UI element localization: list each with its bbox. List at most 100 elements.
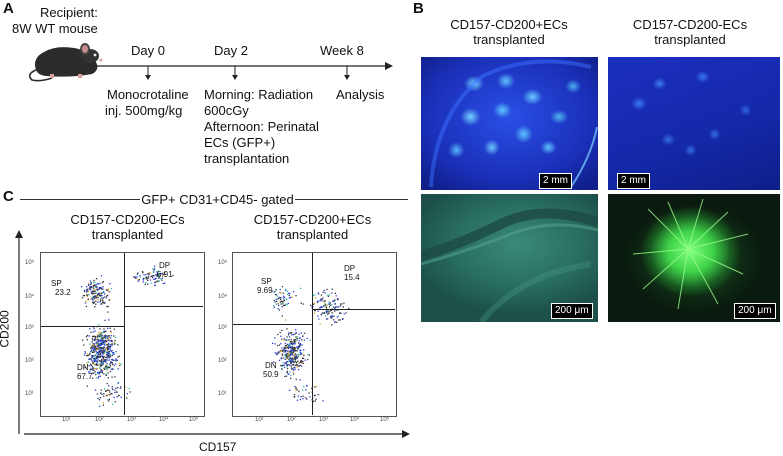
flow-dot (153, 268, 156, 270)
flow-dot (294, 333, 296, 335)
flow-dot (283, 351, 285, 353)
flow-dot (286, 367, 289, 370)
flow-dot (93, 288, 95, 290)
flow-dot (106, 367, 108, 369)
flow-dot (108, 366, 110, 369)
flow-dot (321, 306, 323, 308)
flow-dot (101, 340, 103, 342)
flow-dot (92, 284, 95, 286)
flow-dot (100, 338, 102, 341)
flow-dot (94, 284, 96, 286)
gate-title-rule-right (295, 199, 408, 200)
flow-dot (93, 372, 95, 374)
flow-dot (294, 357, 296, 359)
plot1-line2: transplanted (91, 227, 164, 242)
flow-dot (286, 290, 288, 292)
flow-dot (293, 369, 295, 371)
flow-dot (111, 368, 114, 370)
flow-dot (299, 343, 301, 345)
flow-dot (295, 329, 297, 331)
flow-dot (290, 346, 292, 348)
flow-dot (91, 356, 93, 358)
flow-dot (299, 364, 301, 367)
flow-dot (104, 319, 106, 321)
flow-dot (296, 339, 298, 341)
flow-dot (103, 395, 105, 397)
flow-dot (290, 374, 292, 377)
flow-dot (98, 371, 100, 373)
flow-dot (287, 302, 289, 304)
flow-dot (90, 282, 92, 284)
flow-dot (328, 294, 330, 296)
flow-dot (108, 339, 110, 341)
flow-dot (107, 347, 109, 349)
flow-dot (115, 336, 117, 338)
flow-dot (292, 373, 295, 375)
flow-dot (334, 306, 336, 309)
flow-dot (98, 375, 100, 378)
flow-dot (156, 272, 158, 274)
flow-dot (106, 351, 108, 353)
flow-dot (93, 296, 95, 298)
flow-dot (136, 276, 138, 278)
flow-dot (96, 393, 99, 395)
flow-dot (99, 367, 101, 369)
flow-dot (284, 342, 287, 344)
flow-dot (103, 360, 106, 362)
flow-dot (100, 292, 103, 294)
flow-dot (110, 350, 113, 352)
flow-dot (151, 275, 153, 277)
flow-dot (295, 364, 298, 366)
flow-dot (289, 371, 291, 373)
flow-dot (324, 303, 326, 305)
flow-dot (99, 352, 101, 354)
flow-dot (103, 302, 105, 304)
flow-dot (304, 397, 307, 399)
flow-dot (273, 306, 275, 308)
flow-dot (97, 377, 99, 379)
flow-dot (104, 388, 106, 390)
flow-dot (116, 391, 118, 393)
flow-dot (291, 358, 293, 360)
flow-dot (288, 351, 290, 353)
flow-dot (112, 403, 114, 406)
flow-dot (92, 361, 94, 363)
flow-dot (297, 346, 299, 349)
flow-dot (302, 398, 304, 400)
flow-dot (292, 357, 295, 359)
flow-dot (108, 385, 110, 387)
flow-dot (334, 303, 336, 305)
flow-dot (97, 348, 99, 350)
flow-dot (162, 272, 165, 274)
flow-dot (296, 357, 298, 359)
flow-dot (91, 293, 94, 295)
flow-dot (92, 347, 94, 349)
flow-dot (98, 346, 101, 348)
flow-dot (93, 339, 96, 342)
flow-dot (325, 315, 327, 317)
flow-dot (83, 294, 86, 297)
p1-ytick-0: 10⁵ (25, 260, 35, 266)
flow-dot (298, 342, 300, 344)
flow-dot (89, 287, 91, 289)
flow-dot (164, 282, 166, 284)
flow-dot (288, 355, 290, 357)
flow-dot (281, 353, 284, 355)
flow-dot (283, 300, 285, 302)
flow-dot (287, 293, 289, 295)
flow-dot (340, 312, 342, 314)
flow-dot (279, 288, 281, 291)
flow-dot (111, 345, 113, 347)
flow-dot (285, 350, 287, 352)
flow-dot (99, 371, 101, 373)
flow-dot (311, 387, 313, 389)
x-axis-label: CD157 (199, 440, 237, 454)
flow-dot (333, 300, 336, 302)
flow-dot (281, 365, 283, 367)
flow-dot (321, 312, 323, 314)
flow-dot (278, 359, 281, 361)
col2-line2: transplanted (654, 32, 726, 47)
flow-dot (100, 350, 102, 352)
flow-dot (110, 393, 112, 395)
flow-dot (286, 371, 288, 374)
